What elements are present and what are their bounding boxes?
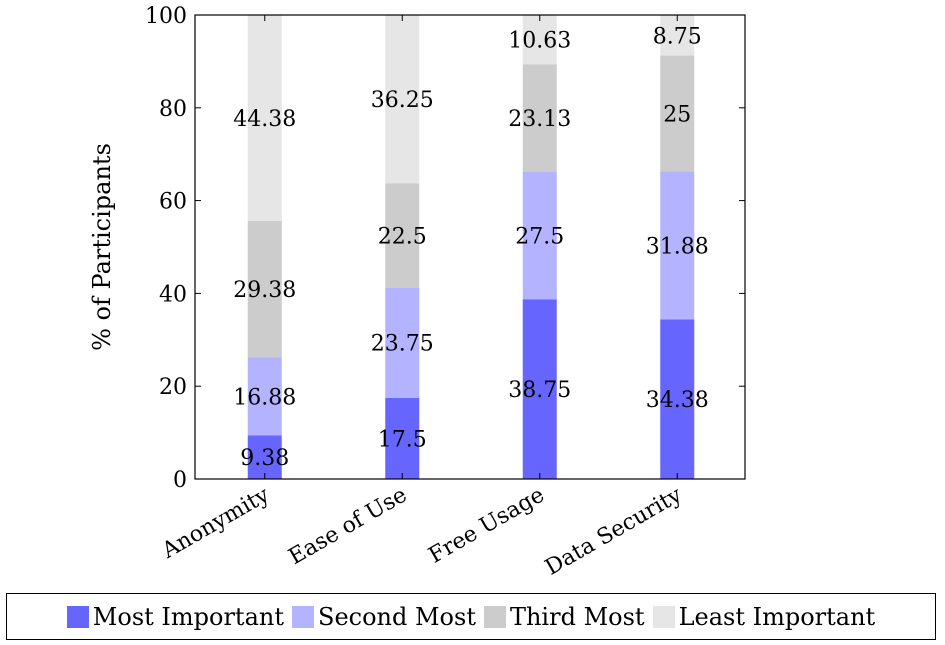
data-label: 8.75 (653, 24, 702, 49)
data-label: 31.88 (646, 235, 709, 260)
bar-segment (385, 183, 420, 288)
legend-swatch (483, 605, 506, 628)
data-label: 44.38 (233, 107, 296, 132)
legend-swatch (292, 605, 314, 628)
data-label: 38.75 (508, 378, 571, 403)
y-tick-label: 80 (159, 97, 187, 122)
legend-label: Least Important (678, 602, 876, 631)
bars-layer (247, 14, 695, 479)
legend-label: Most Important (92, 602, 284, 631)
data-label: 17.5 (378, 427, 427, 452)
legend-item: Second Most (292, 603, 476, 631)
data-label: 25 (663, 103, 691, 128)
legend-label: Second Most (318, 602, 476, 631)
data-label: 16.88 (233, 385, 296, 410)
y-tick-label: 0 (173, 468, 187, 493)
bar-segment (660, 14, 695, 56)
legend-item: Least Important (652, 602, 876, 631)
bar-segment (522, 171, 557, 300)
bar-segment (247, 357, 282, 436)
bar-segment (522, 14, 557, 65)
legend-item: Third Most (483, 602, 645, 631)
bar-segment (522, 64, 557, 172)
bar-segment (660, 55, 695, 172)
legend-swatch (66, 605, 89, 628)
bar-segment (385, 287, 420, 398)
bar-segment (385, 15, 420, 184)
y-axis-label: % of Participants (88, 143, 116, 351)
data-label: 22.5 (378, 224, 427, 249)
data-labels-layer: 9.38 16.88 29.38 44.38 17.5 23.75 22.5 36.25 38.… (233, 24, 708, 471)
y-tick-label: 60 (159, 190, 187, 215)
data-label: 36.25 (371, 88, 434, 113)
x-tick-label: Data Security (541, 482, 687, 580)
data-label: 23.75 (371, 332, 434, 357)
y-tick-label: 20 (159, 375, 187, 400)
bar-segment (247, 220, 282, 358)
stacked-bar-chart: 0 20 40 60 80 100 Anonymity Ease of Use Free Us… (88, 4, 746, 581)
data-label: 34.38 (646, 388, 709, 413)
bar-segment (247, 435, 282, 479)
legend-swatch (652, 605, 675, 628)
bar-segment (660, 171, 695, 320)
bar-segment (660, 319, 695, 479)
data-label: 23.13 (508, 107, 571, 132)
x-tick-label: Free Usage (425, 483, 549, 569)
data-label: 27.5 (515, 224, 564, 249)
data-label: 29.38 (233, 278, 296, 303)
chart-legend: Most Important Second Most Third Most Least… (6, 593, 936, 640)
y-axis: 0 20 40 60 80 100 (145, 4, 745, 493)
bar-segment (522, 299, 557, 479)
x-tick-label: Ease of Use (285, 483, 412, 571)
y-tick-label: 40 (159, 282, 187, 307)
plot-area-frame (194, 14, 746, 480)
x-tick-label: Anonymity (157, 482, 274, 564)
bar-segment (385, 397, 420, 479)
y-tick-label: 100 (145, 4, 187, 29)
data-label: 9.38 (240, 446, 289, 471)
data-label: 10.63 (508, 29, 571, 54)
legend-label: Third Most (509, 602, 645, 631)
bar-segment (247, 14, 282, 221)
legend-item: Most Important (66, 602, 284, 631)
